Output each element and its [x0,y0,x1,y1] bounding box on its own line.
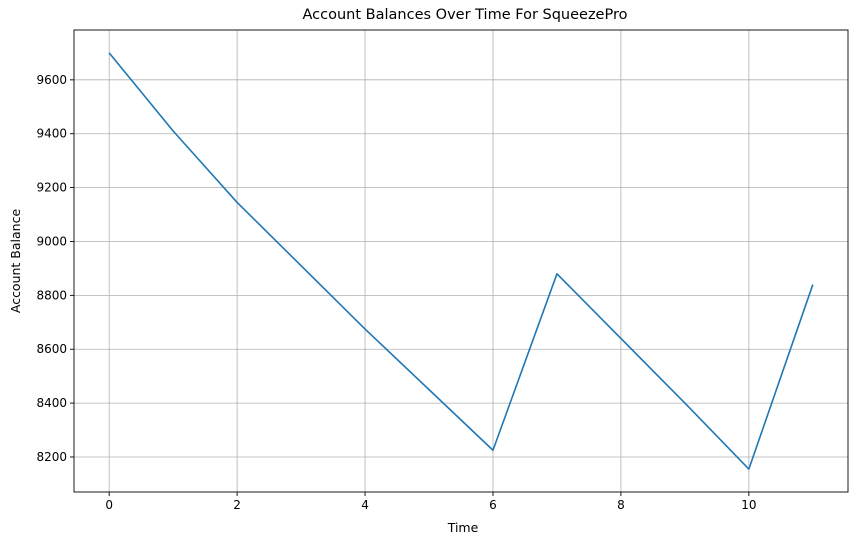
x-tick-label: 0 [105,498,113,512]
plot-frame [73,29,849,493]
series-line [108,52,814,470]
grid [74,30,848,492]
x-axis-ticks: 0 2 4 6 8 10 [105,492,756,512]
x-tick-label: 4 [361,498,369,512]
x-tick-label: 6 [489,498,497,512]
y-axis-ticks: 8200 8400 8600 8800 9000 9200 9400 9600 [36,73,74,464]
x-tick-label: 8 [617,498,625,512]
y-tick-label: 8800 [36,288,67,302]
y-tick-label: 8600 [36,342,67,356]
y-tick-label: 9200 [36,181,67,195]
x-tick-label: 10 [741,498,756,512]
y-tick-label: 8400 [36,396,67,410]
y-tick-label: 9000 [36,234,67,248]
y-tick-label: 9400 [36,127,67,141]
x-axis-label: Time [447,520,479,535]
y-tick-label: 9600 [36,73,67,87]
y-axis-label: Account Balance [8,209,23,314]
series-layer [108,52,814,470]
chart-title: Account Balances Over Time For SqueezePr… [303,7,628,23]
y-tick-label: 8200 [36,450,67,464]
x-tick-label: 2 [233,498,241,512]
